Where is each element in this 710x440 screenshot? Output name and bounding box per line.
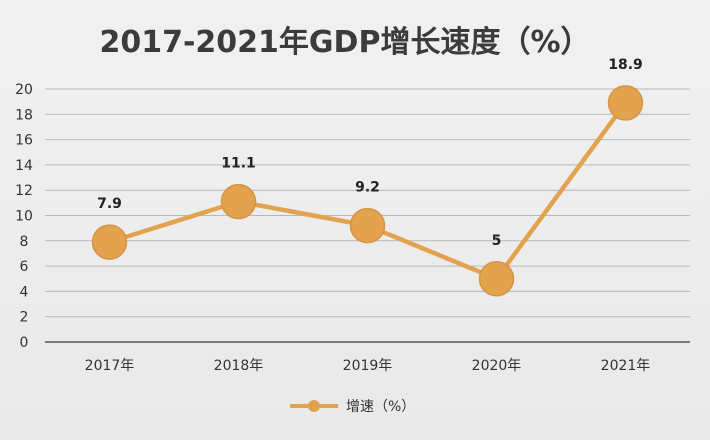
data-point [607,85,644,121]
y-axis-ticks: 0 2 4 6 8 10 12 14 16 18 20 [15,82,33,351]
x-tick-label: 2021年 [601,358,651,374]
x-tick-label: 2018年 [214,358,264,374]
legend-label: 增速（%） [346,399,415,415]
y-tick-label: 10 [15,209,33,225]
x-tick-label: 2017年 [85,358,135,374]
data-point [220,183,257,220]
y-tick-label: 18 [15,107,33,123]
data-point [478,261,515,297]
data-label: 9.2 [355,180,380,196]
series-line-group [91,85,644,297]
y-tick-label: 12 [15,183,33,199]
data-labels: 7.9 11.1 9.2 5 18.9 [97,57,643,249]
legend: 增速（%） [290,399,415,415]
y-tick-label: 6 [20,259,29,275]
y-tick-label: 2 [20,310,29,326]
data-label: 18.9 [608,57,643,73]
y-tick-label: 14 [15,158,33,174]
y-tick-label: 16 [15,133,33,149]
x-tick-label: 2019年 [343,358,393,374]
data-point [91,224,128,260]
data-label: 5 [492,233,502,249]
x-tick-label: 2020年 [472,358,522,374]
y-tick-label: 4 [20,284,29,300]
data-label: 7.9 [97,196,122,212]
y-tick-label: 20 [15,82,33,98]
y-tick-label: 8 [20,234,29,250]
x-axis-ticks: 2017年 2018年 2019年 2020年 2021年 [85,358,651,374]
chart-title: 2017-2021年GDP增长速度（%） [99,25,590,60]
legend-marker-icon [308,400,320,412]
data-point [349,207,386,244]
y-tick-label: 0 [20,335,29,351]
data-label: 11.1 [221,156,256,172]
